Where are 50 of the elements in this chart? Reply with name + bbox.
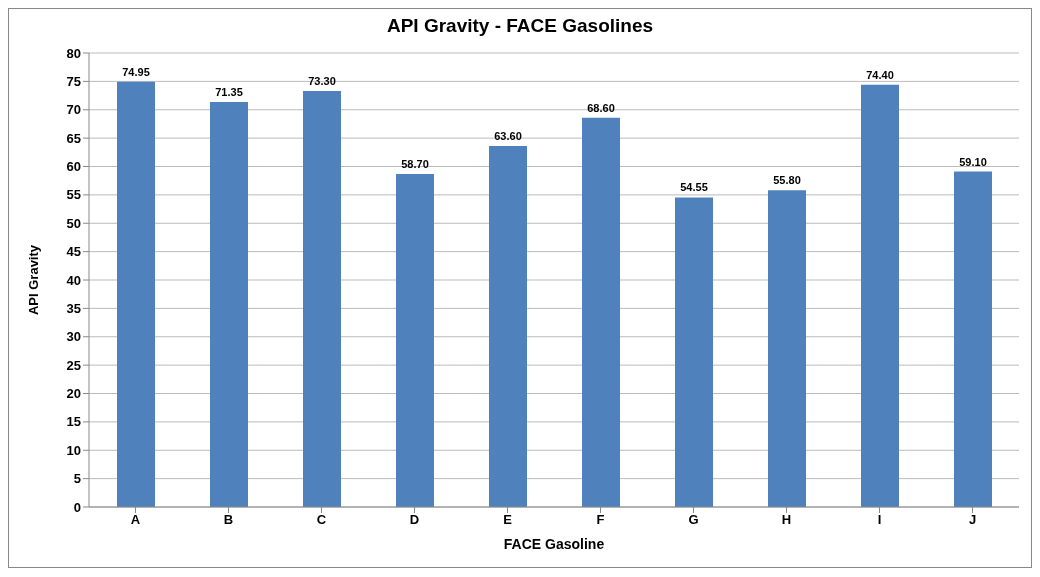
- data-label: 71.35: [215, 86, 243, 99]
- bar: [675, 197, 713, 507]
- bar: [861, 84, 899, 507]
- y-tick-label: 15: [66, 414, 81, 430]
- y-tick-label: 55: [66, 187, 81, 203]
- x-tick-label: F: [596, 512, 605, 528]
- bar: [954, 171, 992, 507]
- bar: [396, 173, 434, 507]
- y-tick-label: 45: [66, 244, 81, 260]
- y-tick-label: 40: [66, 272, 81, 288]
- x-tick-label: C: [316, 512, 327, 528]
- y-tick-label: 35: [66, 300, 81, 316]
- data-label: 68.60: [587, 101, 615, 114]
- y-tick-label: 60: [66, 159, 81, 175]
- bar: [582, 117, 620, 507]
- bar: [768, 190, 806, 507]
- data-label: 54.55: [680, 181, 708, 194]
- data-label: 55.80: [773, 174, 801, 187]
- data-label: 74.40: [866, 68, 894, 81]
- y-tick-label: 5: [73, 471, 81, 487]
- bar: [210, 102, 248, 507]
- bar: [117, 81, 155, 507]
- x-tick-label: I: [877, 512, 882, 528]
- y-tick-label: 65: [66, 130, 81, 146]
- y-tick-label: 30: [66, 329, 81, 345]
- x-tick-label: H: [781, 512, 792, 528]
- data-label: 58.70: [401, 157, 429, 170]
- x-tick-label: G: [688, 512, 699, 528]
- x-axis-title: FACE Gasoline: [503, 536, 605, 552]
- x-tick-label: D: [409, 512, 420, 528]
- x-tick-label: A: [130, 512, 141, 528]
- chart-title: API Gravity - FACE Gasolines: [385, 14, 655, 38]
- y-tick-label: 75: [66, 73, 81, 89]
- bar: [303, 91, 341, 507]
- y-tick-label: 10: [66, 442, 81, 458]
- bar: [489, 146, 527, 507]
- x-tick-label: J: [968, 512, 977, 528]
- x-tick-label: E: [503, 512, 513, 528]
- y-tick-label: 50: [66, 215, 81, 231]
- y-tick-label: 70: [66, 102, 81, 118]
- data-label: 59.10: [959, 155, 987, 168]
- data-label: 73.30: [308, 75, 336, 88]
- x-tick-label: B: [223, 512, 234, 528]
- y-tick-label: 20: [66, 386, 81, 402]
- data-label: 63.60: [494, 130, 522, 143]
- data-label: 74.95: [122, 65, 150, 78]
- y-tick-label: 80: [66, 45, 81, 61]
- y-axis-title: API Gravity: [25, 244, 41, 316]
- y-tick-label: 25: [66, 357, 81, 373]
- y-tick-label: 0: [73, 499, 81, 515]
